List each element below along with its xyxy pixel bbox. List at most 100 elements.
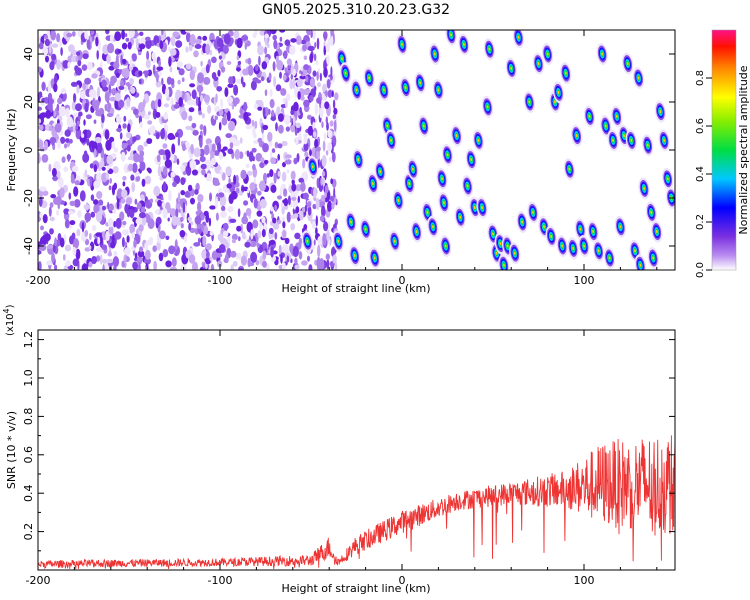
spectrogram-speckle bbox=[86, 138, 90, 146]
spectrogram-speckle bbox=[88, 245, 92, 250]
spectrogram-speckle bbox=[126, 145, 131, 152]
spectrogram-streak bbox=[327, 200, 332, 212]
spectrogram-speckle bbox=[296, 78, 303, 88]
spectrogram-streak bbox=[328, 220, 331, 232]
spectrogram-speckle bbox=[116, 188, 123, 199]
spectrogram-speckle bbox=[222, 230, 229, 237]
spectrogram-speckle bbox=[231, 233, 238, 241]
spectrogram-blob bbox=[483, 38, 496, 61]
spectrogram-speckle bbox=[232, 260, 238, 267]
spectrogram-blob bbox=[509, 242, 521, 265]
spectrogram-speckle bbox=[84, 212, 92, 222]
spectrogram-streak bbox=[331, 90, 334, 98]
spectrogram-speckle bbox=[82, 82, 87, 90]
spectrogram-speckle bbox=[188, 107, 195, 113]
snr-x-tick-label: -100 bbox=[208, 574, 233, 587]
spectrogram-blob bbox=[465, 148, 477, 171]
spectrogram-speckle bbox=[268, 227, 274, 235]
spectrogram-speckle bbox=[238, 267, 243, 270]
spectrogram-blob bbox=[552, 81, 565, 104]
spectrogram-speckle bbox=[203, 210, 209, 217]
spectrogram-speckle bbox=[140, 194, 145, 201]
spectrogram-speckle bbox=[201, 112, 205, 119]
spectrogram-speckle bbox=[281, 140, 288, 147]
spectrogram-speckle bbox=[93, 119, 97, 124]
spectrogram-speckle bbox=[293, 101, 299, 112]
spectrogram-x-axis-label: Height of straight line (km) bbox=[281, 282, 430, 295]
spectrogram-speckle bbox=[165, 235, 170, 240]
spectrogram-speckle bbox=[247, 170, 253, 176]
spectrogram-speckle bbox=[266, 43, 270, 48]
spectrogram-streak bbox=[323, 221, 329, 232]
spectrogram-speckle bbox=[277, 219, 282, 224]
spectrogram-speckle bbox=[205, 43, 211, 56]
spectrogram-speckle bbox=[38, 42, 44, 50]
spectrogram-speckle bbox=[49, 136, 57, 144]
spectrogram-speckle bbox=[116, 115, 122, 124]
spectrogram-speckle bbox=[53, 110, 56, 118]
spectrogram-blob bbox=[587, 220, 599, 243]
spectrogram-speckle bbox=[199, 156, 206, 163]
spectrogram-speckle bbox=[289, 45, 296, 55]
spectrogram-speckle bbox=[216, 260, 223, 268]
spectrogram-blob bbox=[461, 175, 474, 197]
spectrogram-speckle bbox=[282, 74, 287, 81]
spectrogram-speckle bbox=[156, 154, 161, 163]
spectrogram-speckle bbox=[227, 83, 234, 88]
spectrogram-streak bbox=[329, 120, 334, 127]
spectrogram-speckle bbox=[205, 64, 210, 74]
spectrogram-speckle bbox=[295, 122, 301, 128]
spectrogram-speckle bbox=[121, 58, 127, 65]
spectrogram-speckle bbox=[245, 124, 252, 130]
spectrogram-streak bbox=[332, 114, 336, 120]
spectrogram-speckle bbox=[309, 78, 315, 87]
spectrogram-speckle bbox=[44, 38, 51, 47]
spectrogram-speckle bbox=[262, 250, 267, 260]
spectrogram-streak bbox=[313, 187, 317, 199]
spectrogram-speckle bbox=[287, 64, 292, 70]
spectrogram-speckle bbox=[93, 203, 100, 214]
spectrogram-speckle bbox=[303, 99, 310, 108]
spectrogram-speckle bbox=[135, 218, 140, 224]
spectrogram-speckle bbox=[38, 196, 43, 207]
spectrogram-speckle bbox=[108, 65, 115, 71]
spectrogram-speckle bbox=[245, 163, 250, 168]
spectrogram-speckle bbox=[191, 169, 198, 176]
spectrogram-streak bbox=[313, 53, 317, 62]
spectrogram-speckle bbox=[230, 190, 238, 200]
spectrogram-speckle bbox=[231, 238, 236, 244]
spectrogram-speckle bbox=[112, 166, 119, 174]
spectrogram-speckle bbox=[218, 55, 222, 60]
spectrogram-blob bbox=[445, 30, 457, 46]
spectrogram-speckle bbox=[197, 193, 204, 203]
spectrogram-speckle bbox=[250, 229, 254, 240]
spectrogram-speckle bbox=[84, 30, 88, 40]
spectrogram-speckle bbox=[188, 44, 193, 52]
spectrogram-speckle bbox=[118, 85, 125, 90]
spectrogram-speckle bbox=[298, 177, 305, 183]
spectrogram-speckle bbox=[98, 199, 104, 207]
spectrogram-speckle bbox=[202, 235, 207, 247]
spectrogram-streak bbox=[324, 101, 330, 110]
spectrogram-speckle bbox=[287, 195, 291, 206]
spectrogram-blob bbox=[662, 167, 674, 190]
spectrogram-speckle bbox=[99, 254, 103, 265]
spectrogram-speckle bbox=[123, 247, 131, 256]
colorbar-tick-label: 0.8 bbox=[695, 70, 706, 86]
spectrogram-speckle bbox=[279, 187, 283, 198]
spectrogram-speckle bbox=[83, 204, 91, 210]
spectrogram-speckle bbox=[146, 50, 150, 61]
spectrogram-speckle bbox=[95, 211, 103, 223]
spectrogram-speckle bbox=[312, 203, 317, 210]
spectrogram-blob bbox=[476, 196, 488, 219]
snr-y-tick-label: 1.2 bbox=[22, 331, 35, 349]
spectrogram-streak bbox=[324, 90, 328, 97]
spectrogram-speckle bbox=[209, 231, 214, 236]
spectrogram-speckle bbox=[270, 206, 274, 212]
spectrogram-speckle bbox=[300, 95, 305, 101]
spectrogram-speckle bbox=[297, 91, 301, 100]
spectrogram-speckle bbox=[56, 209, 60, 216]
spectrogram-blob bbox=[603, 247, 616, 269]
spectrogram-speckle bbox=[136, 256, 143, 265]
